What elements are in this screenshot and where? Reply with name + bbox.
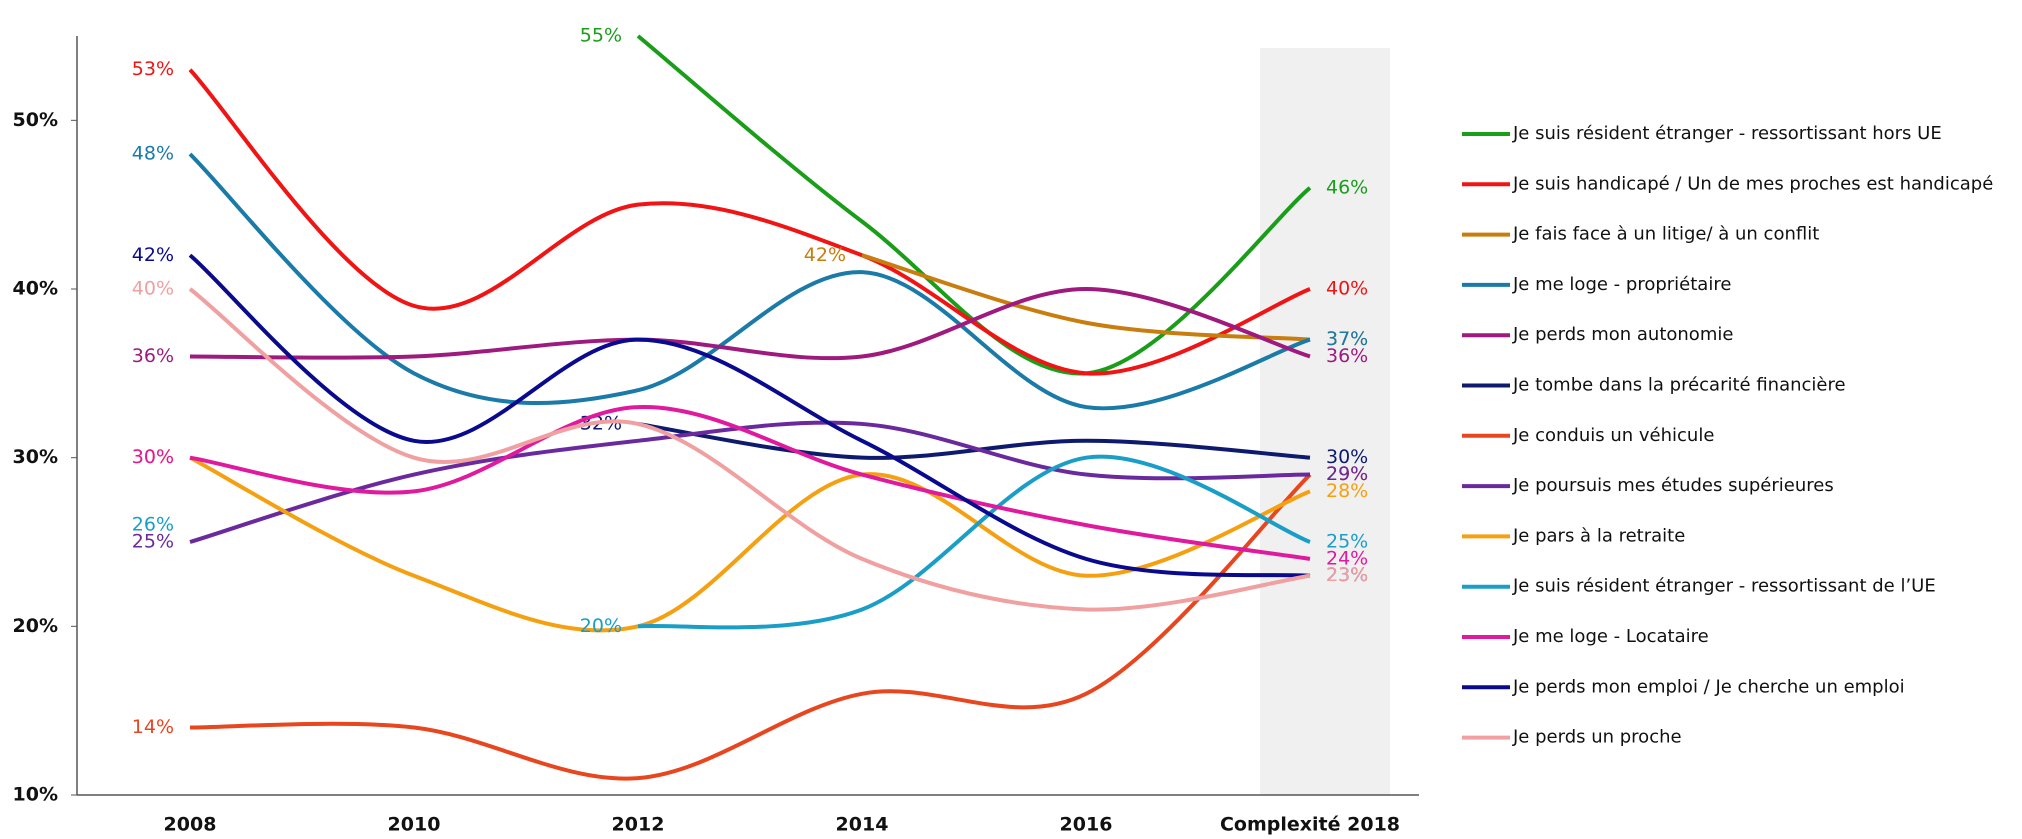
data-label: 42%	[804, 244, 846, 266]
y-tick-label: 50%	[13, 109, 58, 131]
data-label: 25%	[132, 531, 174, 553]
data-label: 20%	[580, 615, 622, 637]
x-tick-label: 2012	[612, 814, 665, 836]
data-label: 40%	[1326, 278, 1368, 300]
x-tick-label: 2016	[1060, 814, 1113, 836]
data-label: 36%	[132, 345, 174, 367]
legend-label: Je tombe dans la précarité financière	[1512, 375, 1846, 396]
annotation: 26%	[132, 514, 174, 536]
data-label: 29%	[1326, 463, 1368, 485]
x-tick-label: 2008	[164, 814, 217, 836]
series-line	[637, 421, 1311, 460]
data-label: 36%	[1326, 345, 1368, 367]
data-label: 53%	[132, 58, 174, 80]
series-line	[189, 455, 1311, 633]
highlight-band	[1260, 48, 1390, 795]
data-label: 23%	[1326, 564, 1368, 586]
series-line	[188, 152, 1311, 411]
series-line	[188, 253, 1311, 578]
legend-label: Je fais face à un litige/ à un conflit	[1512, 224, 1819, 245]
data-label: 40%	[132, 278, 174, 300]
legend-label: Je perds mon emploi / Je cherche un empl…	[1512, 676, 1905, 697]
legend-label: Je me loge - Locataire	[1512, 626, 1709, 647]
data-label: 30%	[1326, 446, 1368, 468]
legend-label: Je me loge - propriétaire	[1512, 274, 1731, 295]
legend-label: Je perds mon autonomie	[1512, 324, 1733, 345]
data-label: 28%	[1326, 480, 1368, 502]
y-tick-label: 20%	[13, 615, 58, 637]
legend-label: Je pars à la retraite	[1512, 525, 1685, 546]
series-line	[189, 286, 1311, 361]
legend-label: Je perds un proche	[1512, 727, 1682, 748]
y-tick-label: 10%	[13, 784, 58, 806]
data-label: 23%	[1326, 564, 1368, 586]
series-line	[189, 420, 1311, 544]
series-line	[189, 473, 1312, 781]
series-line	[188, 68, 1311, 376]
series-line	[861, 253, 1311, 342]
series-line	[188, 287, 1311, 612]
x-tick-label: 2010	[388, 814, 441, 836]
y-tick-label: 30%	[13, 446, 58, 468]
x-tick-label: 2014	[836, 814, 889, 836]
legend-label: Je suis résident étranger - ressortissan…	[1512, 576, 1936, 597]
data-label: 42%	[132, 244, 174, 266]
data-label: 29%	[1326, 463, 1368, 485]
y-tick-label: 40%	[13, 278, 58, 300]
data-label: 37%	[1326, 328, 1368, 350]
data-label: 37%	[1326, 328, 1368, 350]
data-label: 55%	[580, 25, 622, 47]
series-line	[637, 454, 1311, 630]
x-tick-label: Complexité 2018	[1220, 814, 1400, 836]
data-label: 30%	[132, 446, 174, 468]
legend-label: Je conduis un véhicule	[1512, 425, 1714, 446]
data-label: 46%	[1326, 176, 1368, 198]
data-label: 24%	[1326, 547, 1368, 569]
series-line	[189, 405, 1311, 561]
legend-label: Je poursuis mes études supérieures	[1512, 475, 1834, 496]
legend-label: Je suis handicapé / Un de mes proches es…	[1512, 173, 1993, 194]
data-label: 14%	[132, 716, 174, 738]
data-label: 25%	[1326, 531, 1368, 553]
legend-label: Je suis résident étranger - ressortissan…	[1512, 123, 1942, 144]
data-label: 48%	[132, 143, 174, 165]
data-label: 30%	[132, 446, 174, 468]
